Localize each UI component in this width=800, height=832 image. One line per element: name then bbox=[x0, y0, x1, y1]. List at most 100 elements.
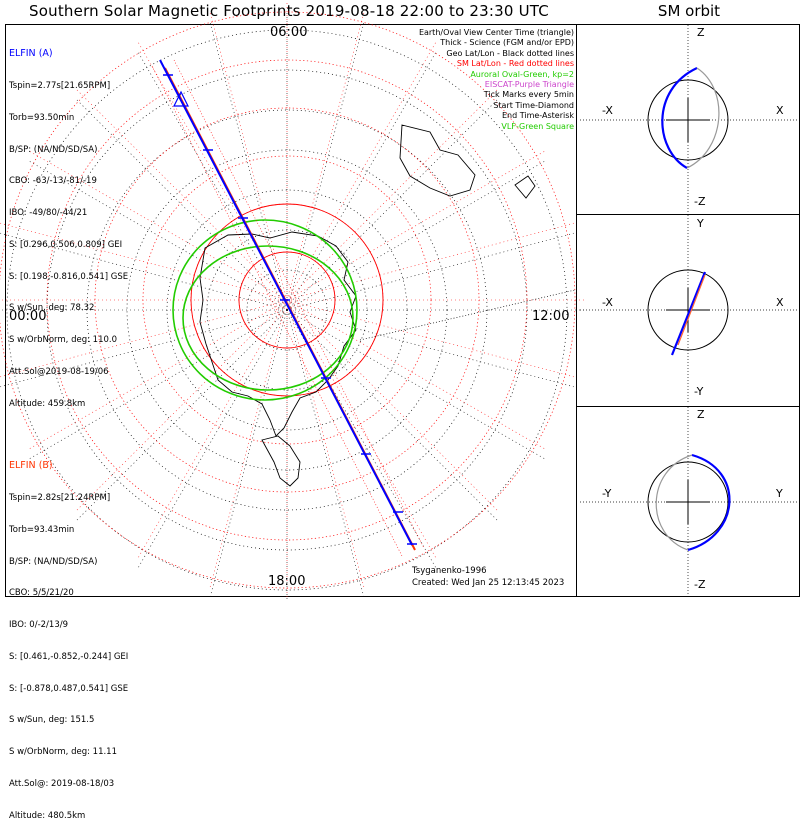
geo-lon-line bbox=[286, 309, 547, 461]
geo-lon-line bbox=[286, 20, 365, 311]
sm-lon-line bbox=[286, 299, 438, 560]
orbit-a-path bbox=[687, 453, 731, 552]
elfin-b-line: Torb=93.43min bbox=[9, 524, 75, 535]
sm-lon-line bbox=[286, 149, 547, 301]
orbit2-left-label: -X bbox=[602, 296, 613, 309]
legend-entry: Thick - Science (FGM and/or EPD) bbox=[440, 38, 574, 48]
sm-lon-line bbox=[286, 10, 365, 301]
view-center-triangle bbox=[173, 90, 189, 107]
legend: Earth/Oval View Center Time (triangle) Th… bbox=[419, 28, 574, 132]
legend-entry: Tick Marks every 5min bbox=[483, 90, 574, 100]
orbit3-left-label: -Y bbox=[602, 487, 612, 500]
elfin-b-line: Tspin=2.82s[21.24RPM] bbox=[9, 492, 111, 503]
orbit3-bottom-label: -Z bbox=[694, 578, 706, 591]
orbit2-right-label: X bbox=[776, 296, 784, 309]
geo-lon-line bbox=[136, 309, 288, 570]
geo-lon-line bbox=[286, 50, 438, 311]
elfin-a-line: S: [0.198,-0.816,0.541] GSE bbox=[9, 271, 129, 282]
geo-lon-line bbox=[286, 309, 500, 523]
geo-lon-line bbox=[286, 309, 365, 600]
orbit-plots bbox=[580, 25, 798, 594]
elfin-a-name: ELFIN (A) bbox=[9, 48, 53, 60]
earth-circle bbox=[647, 79, 729, 161]
sm-lon-line bbox=[286, 299, 365, 590]
orbit1-bottom-label: -Z bbox=[694, 195, 706, 208]
orbit-panel-title: SM orbit bbox=[657, 2, 721, 20]
earth-circle bbox=[647, 269, 729, 351]
elfin-b-line: CBO: 5/5/21/20 bbox=[9, 588, 74, 599]
elfin-b-info: ELFIN (B) Tspin=2.82s[21.24RPM] Torb=93.… bbox=[9, 440, 128, 832]
elfin-a-info: ELFIN (A) Tspin=2.77s[21.65RPM] Torb=93.… bbox=[9, 28, 128, 420]
legend-entry: EISCAT-Purple Triangle bbox=[484, 80, 574, 90]
elfin-a-line: Altitude: 459.8km bbox=[9, 398, 86, 409]
sm-lon-line bbox=[136, 299, 288, 560]
legend-entry: Earth/Oval View Center Time (triangle) bbox=[418, 28, 574, 37]
orbit-a-path bbox=[670, 271, 707, 356]
elfin-a-line: CBO: -63/-13/-81/-19 bbox=[9, 176, 97, 187]
orbit-panel-3 bbox=[580, 407, 798, 594]
geo-lon-line bbox=[209, 20, 288, 311]
elfin-b-line: S: [-0.878,0.487,0.541] GSE bbox=[9, 683, 129, 694]
geo-lon-line bbox=[286, 232, 577, 311]
sm-lon-line bbox=[209, 10, 288, 301]
legend-entry: SM Lat/Lon - Red dotted lines bbox=[456, 59, 574, 69]
elfin-a-line: B/SP: (NA/ND/SD/SA) bbox=[9, 144, 98, 155]
legend-entry: VLF-Green Square bbox=[501, 121, 574, 131]
orbit2-top-label: Y bbox=[697, 217, 704, 230]
elfin-a-line: Att.Sol@2019-08-19/06 bbox=[9, 367, 109, 377]
elfin-b-line: S w/Sun, deg: 151.5 bbox=[9, 715, 95, 726]
orbit-panel-1 bbox=[580, 25, 798, 212]
elfin-a-line: Tspin=2.77s[21.65RPM] bbox=[9, 80, 111, 91]
elfin-b-name: ELFIN (B) bbox=[9, 460, 53, 472]
geo-ray bbox=[359, 289, 576, 341]
orbit1-left-label: -X bbox=[602, 104, 613, 117]
sm-lon-line bbox=[286, 299, 500, 513]
elfin-b-line: S w/OrbNorm, deg: 11.11 bbox=[9, 747, 118, 758]
auroral-oval-inner bbox=[182, 245, 354, 391]
geo-lon-line bbox=[209, 309, 288, 600]
page-title: Southern Solar Magnetic Footprints 2019-… bbox=[29, 2, 549, 20]
legend-entry: Start Time-Diamond bbox=[493, 100, 574, 110]
geo-lon-line bbox=[136, 50, 288, 311]
elfin-a-track bbox=[159, 59, 413, 546]
sm-dotted-line bbox=[151, 65, 403, 557]
polar-grid bbox=[0, 0, 587, 600]
earth-circle bbox=[647, 461, 729, 543]
auroral-oval bbox=[172, 219, 358, 401]
elfin-a-line: S: [0.296,0.506,0.809] GEI bbox=[9, 239, 123, 250]
orbit-b-path bbox=[677, 274, 706, 346]
elfin-b-line: S: [0.461,-0.852,-0.244] GEI bbox=[9, 651, 129, 662]
elfin-a-line: S w/OrbNorm, deg: 110.0 bbox=[9, 335, 118, 346]
orbit-b-path bbox=[686, 67, 720, 169]
elfin-b-line: IBO: 0/-2/13/9 bbox=[9, 620, 68, 631]
sm-lon-line bbox=[286, 299, 547, 451]
antarctica-coastline bbox=[199, 231, 357, 437]
orbit1-top-label: Z bbox=[697, 26, 705, 39]
sm-dotted-line bbox=[173, 59, 425, 549]
australia-coastline bbox=[399, 124, 476, 197]
elfin-b-line: B/SP: (NA/ND/SD/SA) bbox=[9, 556, 98, 567]
sm-lon-line bbox=[286, 222, 577, 301]
island-coastline bbox=[514, 175, 536, 199]
orbit1-right-label: X bbox=[776, 104, 784, 117]
legend-entry: Geo Lat/Lon - Black dotted lines bbox=[446, 48, 574, 58]
elfin-a-line: IBO: -49/80/-44/21 bbox=[9, 208, 88, 219]
legend-entry: End Time-Asterisk bbox=[501, 111, 574, 121]
elfin-b-line: Altitude: 480.5km bbox=[9, 810, 86, 821]
orbit-a-path bbox=[661, 67, 698, 169]
model-credit: Tsyganenko-1996 bbox=[412, 566, 487, 576]
orbit2-bottom-label: -Y bbox=[694, 385, 704, 398]
geo-lon-line bbox=[286, 159, 547, 311]
orbit-b-path bbox=[655, 454, 693, 551]
elfin-a-line: Torb=93.50min bbox=[9, 112, 75, 123]
orbit3-right-label: Y bbox=[776, 487, 783, 500]
mlt-label-top: 06:00 bbox=[270, 25, 308, 40]
legend-entry: Auroral Oval-Green, kp=2 bbox=[470, 69, 574, 79]
mlt-label-right: 12:00 bbox=[532, 309, 570, 324]
mlt-label-left: 00:00 bbox=[9, 309, 47, 324]
elfin-a-line: S w/Sun, deg: 78.32 bbox=[9, 303, 95, 314]
sm-lon-line bbox=[209, 299, 288, 590]
south-america-coastline bbox=[261, 435, 301, 487]
created-timestamp: Created: Wed Jan 25 12:13:45 2023 bbox=[412, 578, 565, 588]
elfin-b-line: Att.Sol@: 2019-08-18/03 bbox=[9, 779, 115, 789]
